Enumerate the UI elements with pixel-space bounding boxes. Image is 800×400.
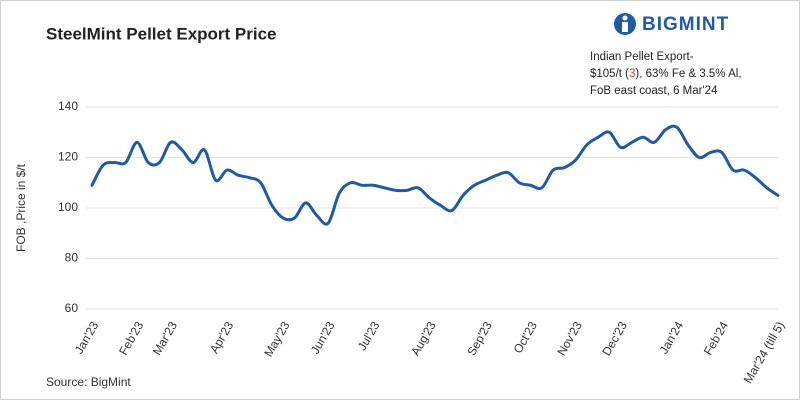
- annotation-part: 3: [629, 68, 635, 80]
- brand: BIGMINT: [642, 14, 729, 35]
- y-tick-label: 100: [58, 200, 78, 214]
- annotation-part: Indian Pellet Export-: [590, 51, 694, 63]
- annotation-part: $105/t (: [590, 68, 629, 80]
- y-axis-label: FOB ,Price in $/t: [14, 163, 28, 252]
- annotation: Indian Pellet Export- $105/t (3), 63% Fe …: [590, 51, 742, 97]
- chart-title: SteelMint Pellet Export Price: [46, 24, 277, 43]
- annotation-part: FoB east coast, 6 Mar'24: [590, 85, 718, 97]
- y-tick-label: 60: [65, 301, 79, 315]
- price-line: [90, 124, 780, 226]
- annotation-line: Indian Pellet Export-: [590, 51, 694, 63]
- y-tick-label: 120: [58, 150, 78, 164]
- source: Source: BigMint: [46, 375, 131, 389]
- y-tick-label: 140: [58, 99, 78, 113]
- annotation-line: $105/t (3), 63% Fe & 3.5% Al,: [590, 68, 742, 80]
- annotation-part: ), 63% Fe & 3.5% Al,: [635, 68, 741, 80]
- y-tick-label: 80: [65, 251, 79, 265]
- annotation-line: FoB east coast, 6 Mar'24: [590, 85, 718, 97]
- logo: BIGMINT: [614, 13, 729, 35]
